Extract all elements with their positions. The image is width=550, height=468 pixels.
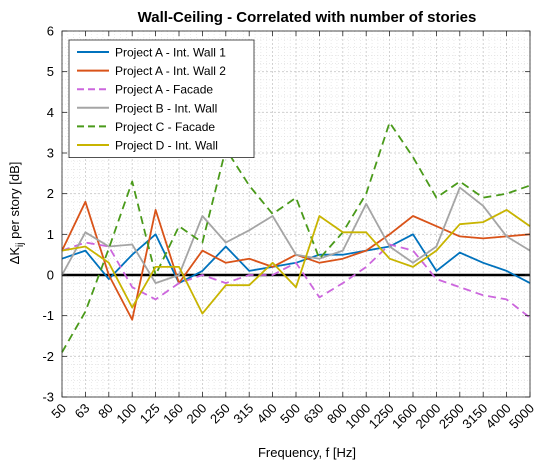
y-tick-label: -3 <box>42 390 54 405</box>
y-axis-label-unit: per story [dB] <box>7 162 22 243</box>
series-line-5 <box>61 121 531 353</box>
legend-label-3: Project A - Facade <box>115 83 213 97</box>
y-tick-label: 4 <box>47 105 54 120</box>
series-line-3 <box>61 241 531 319</box>
y-tick-label: 2 <box>47 186 54 201</box>
series-line-6 <box>61 208 531 315</box>
y-axis-label-subscript: ij <box>15 243 26 247</box>
y-tick-label: -1 <box>42 308 54 323</box>
y-tick-label: 1 <box>47 227 54 242</box>
y-axis-ticks: -3 -2 -1 0 1 2 3 4 5 6 <box>42 24 530 405</box>
y-tick-label: 3 <box>47 146 54 161</box>
y-axis-label-main: ΔK <box>7 247 22 265</box>
series-group <box>61 121 531 353</box>
legend-label-6: Project D - Int. Wall <box>115 139 218 153</box>
legend-box <box>68 39 255 158</box>
legend: Project A - Int. Wall 1 Project A - Int. … <box>68 39 255 158</box>
y-tick-label: -2 <box>42 349 54 364</box>
series-line-4 <box>61 186 531 285</box>
legend-label-1: Project A - Int. Wall 1 <box>115 46 226 60</box>
y-tick-label: 6 <box>47 24 54 39</box>
y-tick-label: 5 <box>47 64 54 79</box>
legend-label-5: Project C - Facade <box>115 120 215 134</box>
x-axis-label: Frequency, f [Hz] <box>258 445 356 460</box>
y-axis-label: ΔKij per story [dB] <box>7 162 26 265</box>
legend-label-2: Project A - Int. Wall 2 <box>115 64 226 78</box>
y-tick-label: 0 <box>47 268 54 283</box>
legend-label-4: Project B - Int. Wall <box>115 101 217 115</box>
chart-title: Wall-Ceiling - Correlated with number of… <box>138 9 477 26</box>
